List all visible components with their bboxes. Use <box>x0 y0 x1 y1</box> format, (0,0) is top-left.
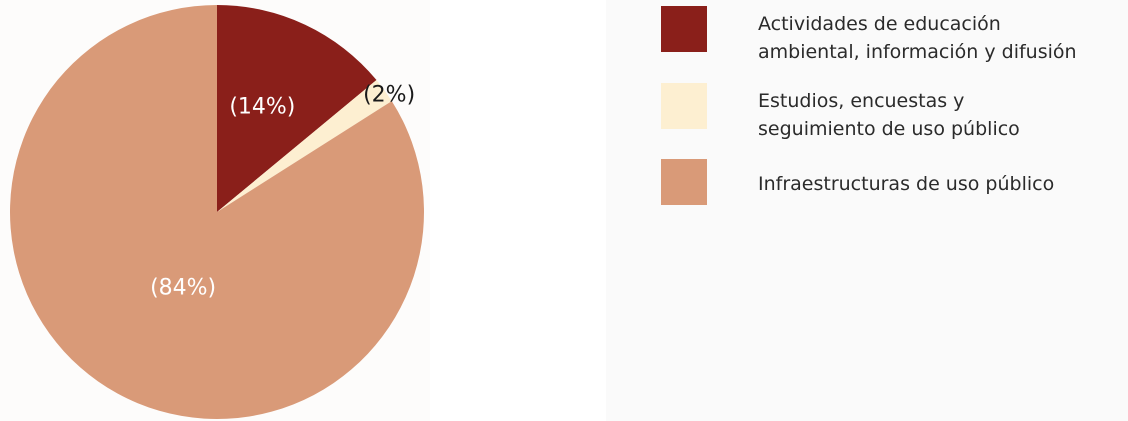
pie-slice-educacion <box>217 5 377 212</box>
pie-slice-estudios <box>217 80 392 212</box>
legend-swatch-infraestructuras <box>661 159 707 205</box>
slice-label-infraestructuras: (84%) <box>150 276 216 301</box>
pie-slice-labels: (14%) (2%) (84%) <box>150 82 415 300</box>
slice-label-estudios: (2%) <box>363 82 415 107</box>
legend-swatch-educacion <box>661 6 707 52</box>
pie-panel: (14%) (2%) (84%) <box>0 0 430 421</box>
legend-label-infraestructuras: Infraestructuras de uso público <box>758 173 1055 195</box>
pie-slice-infraestructuras <box>9 5 425 419</box>
legend: Actividades de educación ambiental, info… <box>606 0 1128 421</box>
slice-label-educacion: (14%) <box>229 95 295 120</box>
pie-slices <box>9 5 425 419</box>
legend-label-estudios: Estudios, encuestas y seguimiento de uso… <box>758 90 1020 140</box>
pie-chart: (14%) (2%) (84%) <box>9 5 425 419</box>
legend-label-educacion: Actividades de educación ambiental, info… <box>758 13 1077 63</box>
legend-swatch-estudios <box>661 83 707 129</box>
